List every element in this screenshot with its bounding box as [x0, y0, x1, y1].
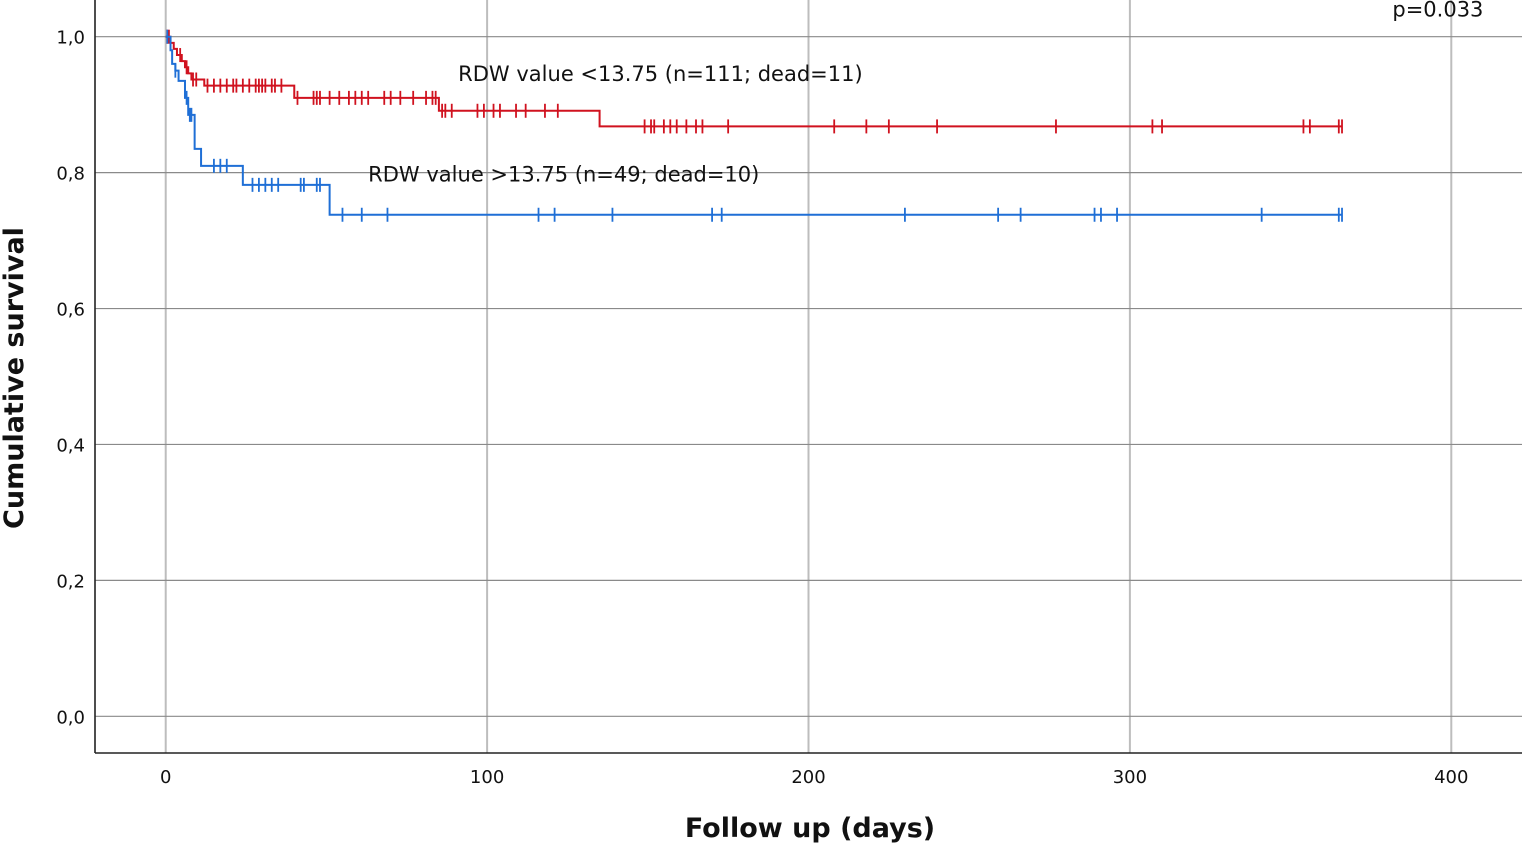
y-tick-label: 1,0: [56, 28, 85, 49]
y-tick-label: 0,0: [56, 707, 85, 728]
y-tick-label: 0,8: [56, 164, 85, 185]
tick-labels: 0 100 200 300 400 0,0 0,2 0,4 0,6 0,8 1,0: [56, 28, 1468, 788]
annotations: RDW value <13.75 (n=111; dead=11) RDW val…: [368, 0, 1483, 186]
x-tick-label: 200: [791, 767, 825, 788]
x-tick-label: 400: [1434, 767, 1468, 788]
p-value-label: p=0.033: [1392, 0, 1483, 21]
x-tick-label: 100: [470, 767, 504, 788]
y-tick-label: 0,4: [56, 435, 85, 456]
grid-lines: [95, 0, 1522, 753]
y-tick-label: 0,2: [56, 571, 85, 592]
y-tick-label: 0,6: [56, 300, 85, 321]
series-label-1: RDW value <13.75 (n=111; dead=11): [458, 62, 863, 86]
survival-curves: [165, 29, 1343, 222]
x-tick-label: 0: [160, 767, 171, 788]
series-label-2: RDW value >13.75 (n=49; dead=10): [368, 162, 759, 186]
survival-curve-1: [165, 35, 1343, 128]
x-tick-label: 300: [1113, 767, 1147, 788]
y-axis-title: Cumulative survival: [0, 227, 30, 529]
axes: [94, 0, 1522, 754]
x-axis-title: Follow up (days): [685, 813, 935, 844]
